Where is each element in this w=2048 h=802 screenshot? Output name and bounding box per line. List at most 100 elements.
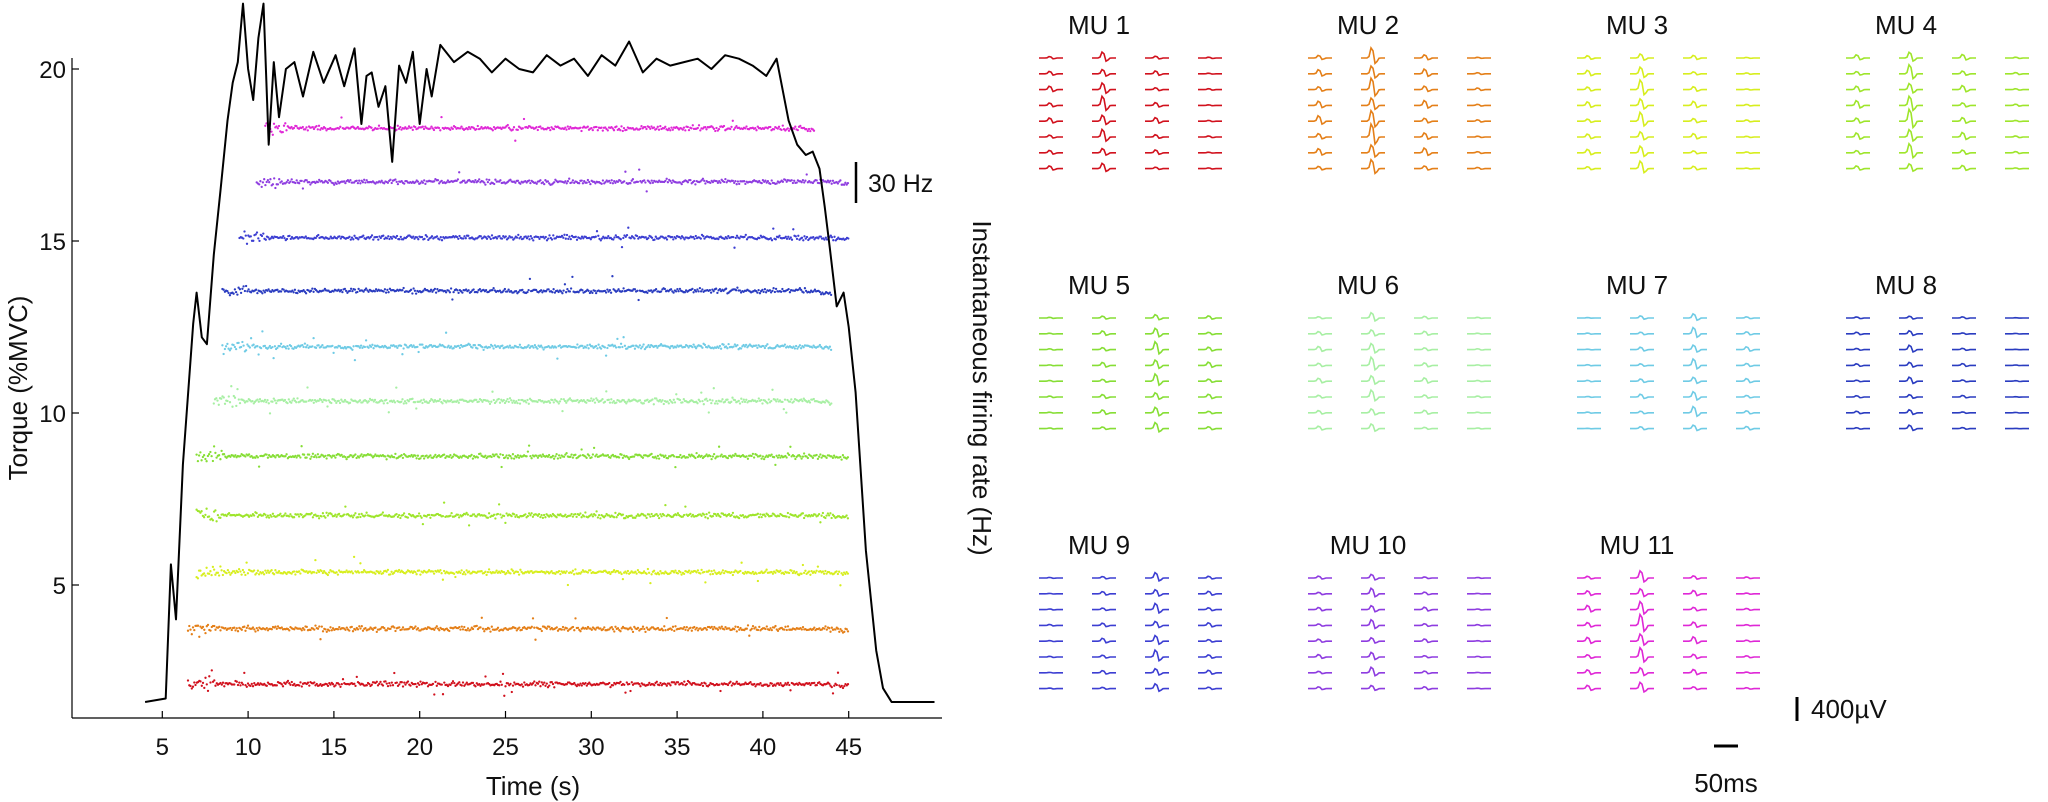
firing-dot (359, 515, 362, 519)
firing-dot (675, 393, 678, 396)
firing-dot (230, 628, 233, 632)
firing-dot (594, 455, 597, 458)
firing-dot (645, 572, 648, 575)
firing-dot (557, 454, 561, 457)
firing-dot (319, 683, 322, 686)
firing-dot (689, 455, 692, 458)
firing-dot (393, 626, 396, 629)
firing-dot (619, 571, 622, 574)
firing-dot (711, 514, 715, 518)
firing-dot (565, 401, 568, 404)
firing-dot (758, 292, 762, 295)
firing-dot (236, 387, 239, 391)
firing-dot (384, 680, 387, 683)
firing-dot (389, 456, 392, 459)
firing-dot (564, 180, 567, 183)
firing-dot (329, 683, 332, 686)
firing-dot (196, 459, 200, 463)
firing-dot (773, 398, 777, 401)
firing-dot (402, 347, 405, 350)
firing-dot (577, 291, 580, 294)
firing-dot (315, 682, 318, 686)
firing-dot (240, 628, 243, 631)
firing-dot (746, 624, 750, 627)
firing-dot (258, 239, 261, 243)
firing-dot (567, 237, 570, 241)
firing-dot (256, 569, 260, 572)
firing-dot (424, 182, 427, 186)
firing-dot (500, 516, 503, 519)
firing-dot (363, 178, 366, 181)
firing-dot (575, 515, 578, 519)
firing-dot (389, 627, 392, 631)
firing-dot (802, 516, 806, 520)
firing-dot (302, 289, 305, 292)
firing-dot (745, 398, 748, 401)
firing-dot (593, 289, 597, 293)
firing-dot (446, 684, 450, 688)
firing-dot (516, 454, 520, 457)
firing-dot (740, 397, 743, 400)
firing-dot (664, 236, 667, 239)
firing-dot (256, 682, 260, 685)
firing-dot (565, 233, 569, 237)
firing-dot (799, 288, 803, 292)
firing-dot (659, 570, 662, 573)
firing-dot (672, 571, 676, 574)
firing-dot (731, 396, 734, 399)
firing-dot (738, 289, 742, 292)
firing-dot (831, 456, 835, 460)
firing-dot (699, 627, 702, 630)
firing-dot (353, 682, 356, 685)
firing-dot (540, 629, 543, 633)
firing-dot (569, 237, 572, 241)
firing-dot (271, 345, 274, 349)
firing-dot (263, 344, 267, 348)
firing-dot (756, 579, 760, 583)
firing-dot (717, 571, 721, 574)
firing-dot (434, 291, 438, 294)
firing-dot (382, 290, 385, 293)
firing-dot (596, 398, 599, 402)
firing-dot (349, 287, 353, 290)
firing-dot (316, 514, 320, 518)
firing-dot (819, 235, 822, 238)
firing-dot (736, 286, 739, 289)
firing-dot (214, 573, 217, 576)
firing-dot (788, 683, 791, 687)
firing-dot (779, 290, 783, 293)
firing-dot (540, 681, 543, 684)
firing-dot (832, 515, 836, 518)
firing-dot (475, 515, 478, 518)
firing-dot (548, 234, 551, 237)
firing-dot (344, 628, 347, 631)
firing-dot (743, 345, 747, 348)
firing-dot (532, 346, 535, 349)
firing-dot (204, 631, 207, 635)
firing-dot (511, 453, 515, 456)
firing-dot (815, 683, 818, 687)
firing-dot (656, 346, 659, 349)
firing-dot (265, 180, 268, 184)
firing-dot (466, 456, 470, 460)
firing-dot (275, 627, 278, 630)
firing-dot (752, 456, 756, 459)
firing-dot (840, 629, 843, 632)
firing-dot (559, 456, 562, 459)
firing-dot (380, 179, 383, 182)
firing-dot (543, 182, 546, 186)
firing-dot (351, 572, 355, 575)
firing-dot (242, 285, 245, 288)
firing-dot (645, 190, 648, 193)
firing-dot (617, 288, 620, 291)
firing-dot (480, 570, 483, 573)
firing-dot (813, 681, 816, 685)
firing-dot (254, 288, 258, 291)
firing-dot (216, 399, 219, 402)
firing-dot (719, 689, 722, 693)
firing-dot (355, 456, 358, 460)
firing-dot (582, 237, 585, 240)
firing-dot (220, 683, 223, 686)
firing-dot (243, 289, 247, 293)
firing-dot (490, 400, 493, 403)
